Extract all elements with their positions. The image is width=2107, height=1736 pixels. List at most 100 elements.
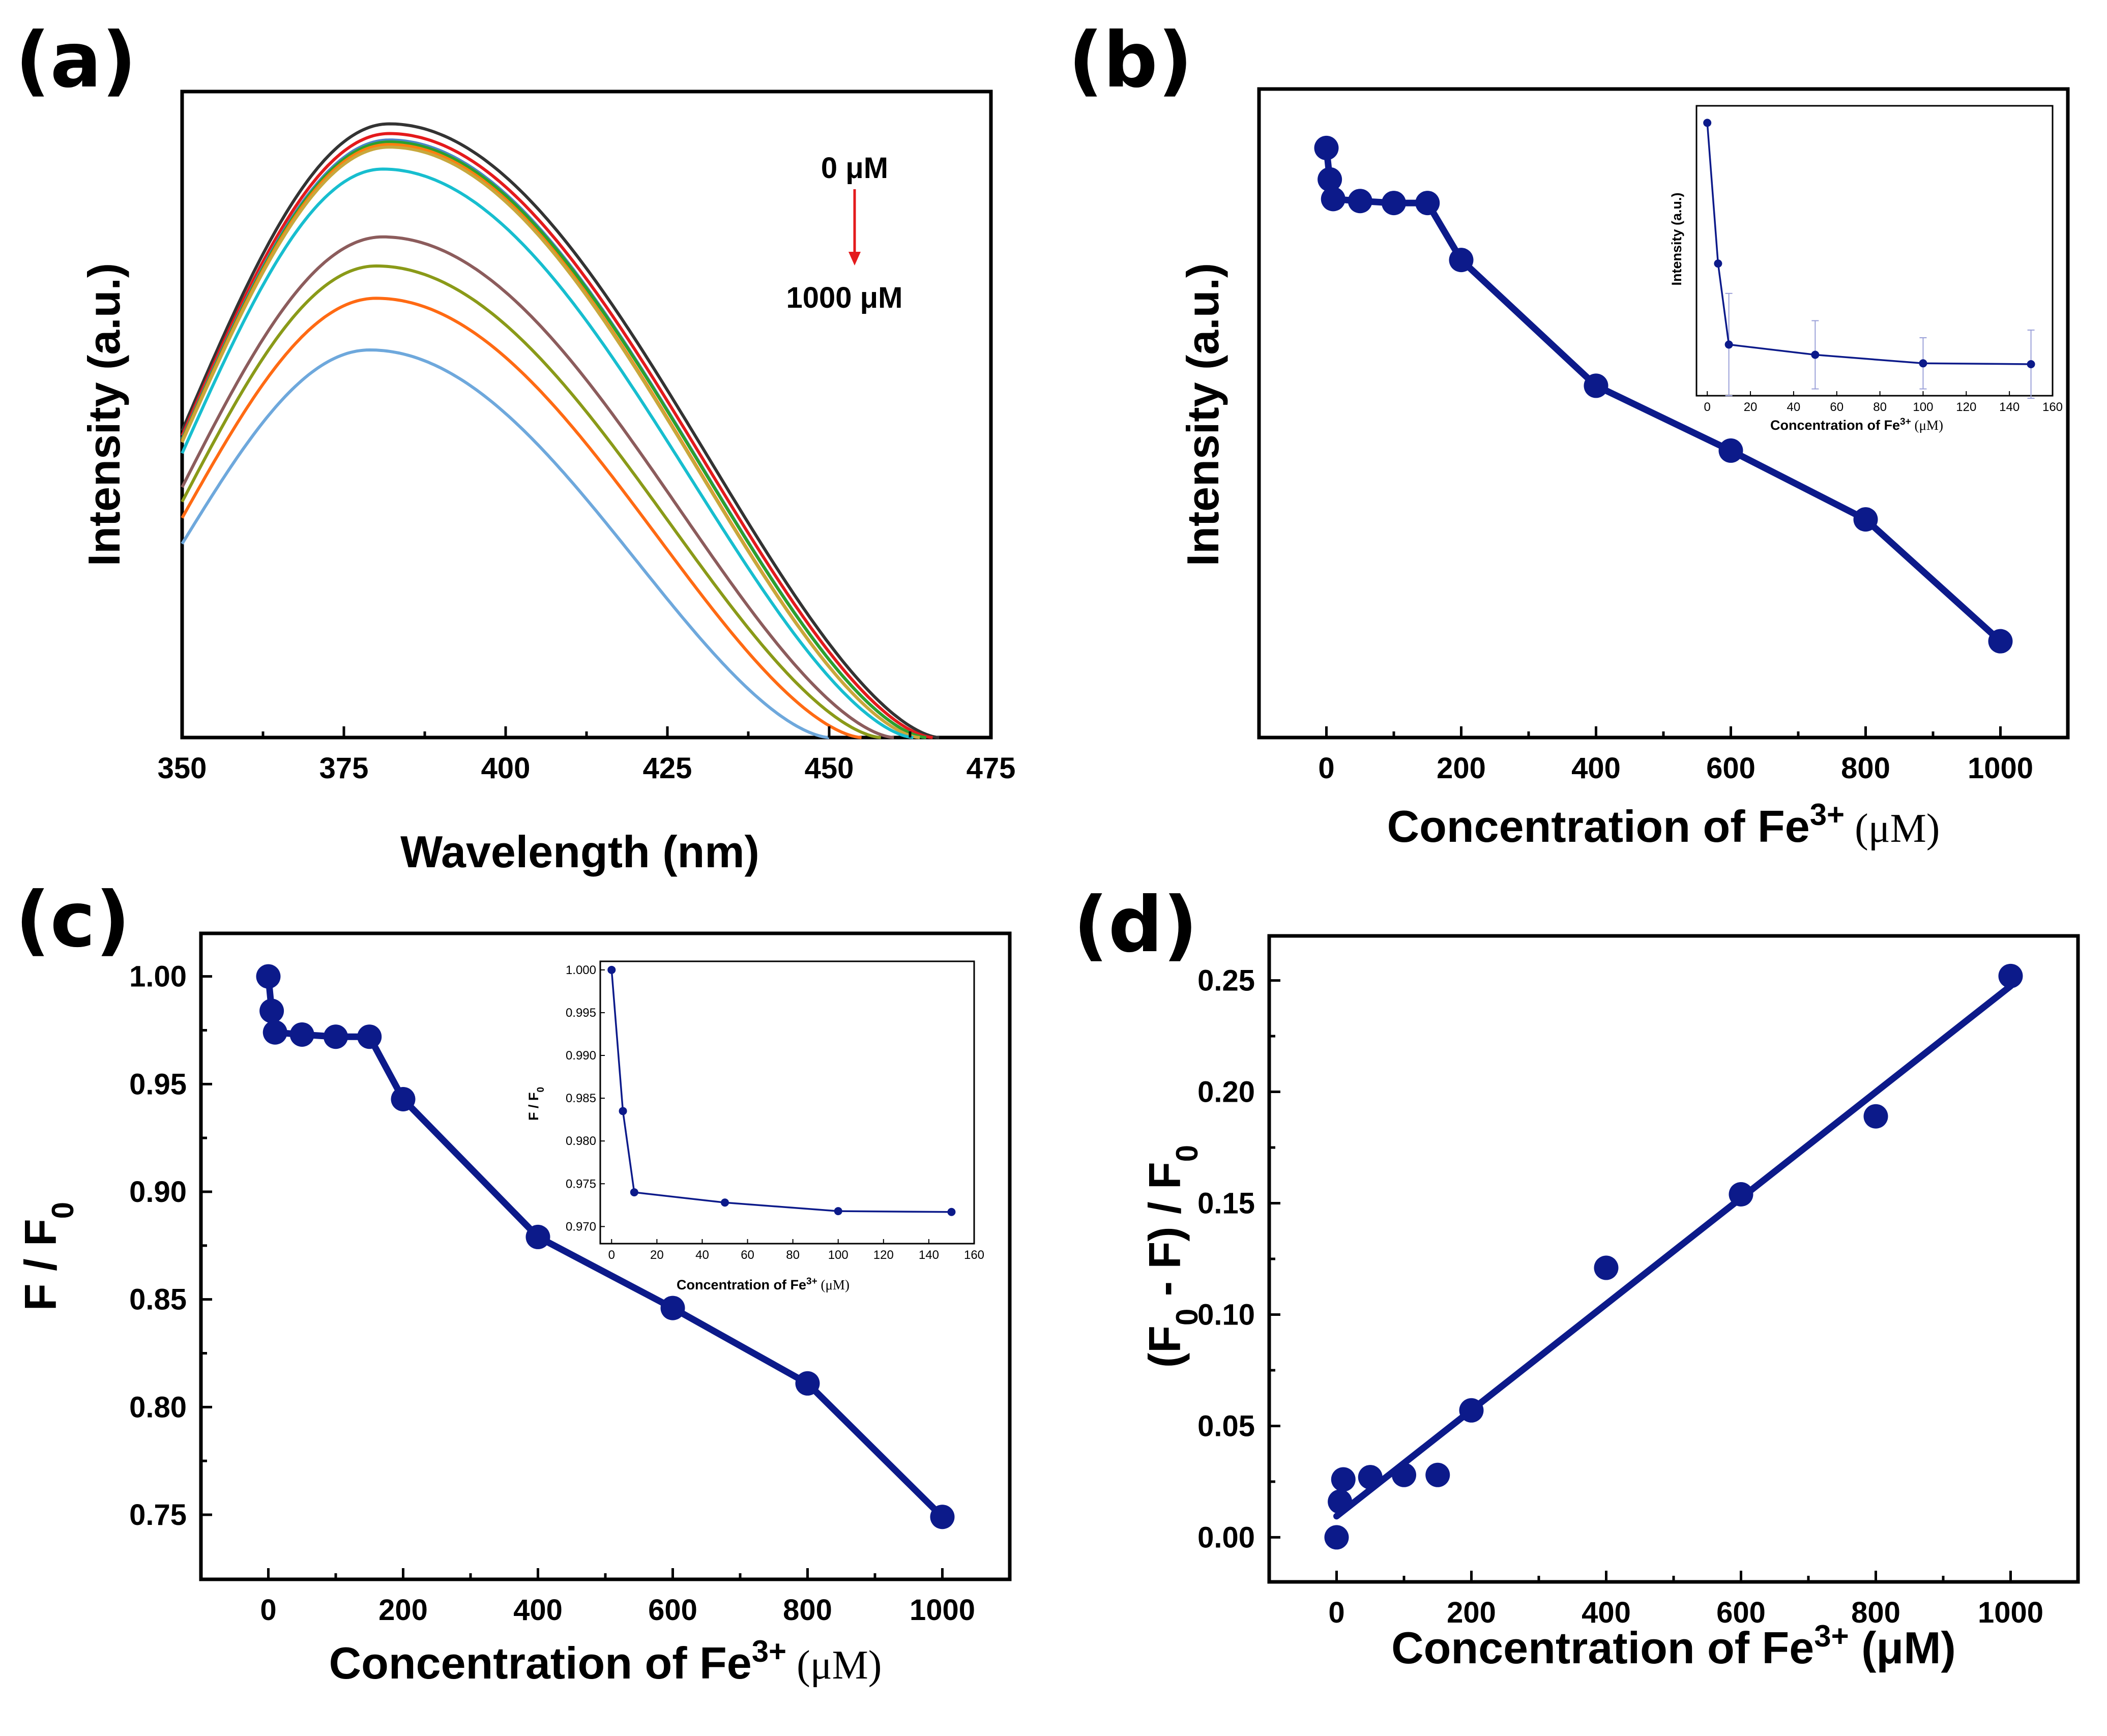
panel-c-inset-ytick-label-4: 0.990 — [566, 1049, 596, 1063]
panel-d-point-9 — [1863, 1104, 1888, 1129]
panel-c-ytick-label-2: 0.85 — [129, 1283, 187, 1316]
panel-a-curve-1 — [181, 132, 933, 739]
panel-b-xtick-label-4: 800 — [1841, 752, 1890, 785]
panel-a-curves — [181, 122, 940, 739]
panel-b-inset-xtick-label-2: 40 — [1787, 400, 1801, 414]
panel-c-inset-xtick-label-5: 100 — [828, 1248, 848, 1262]
panel-b-ylabel: Intensity (a.u.) — [1178, 263, 1228, 567]
panel-c-inset-ytick-label-1: 0.975 — [566, 1177, 596, 1191]
panel-c-ytick-label-5: 1.00 — [129, 960, 187, 993]
panel-c-ticks: 0 200 400 600 800 10000.750.800.850.900.951.0… — [129, 960, 1011, 1627]
panel-c-xlabel: Concentration of Fe3+ (μM) — [329, 1634, 882, 1689]
panel-c-inset-point-3 — [721, 1198, 729, 1207]
panel-b-ticks: 0 200 400 600 800 1000 — [1257, 726, 2069, 785]
panel-c-inset-xtick-label-3: 60 — [741, 1248, 754, 1262]
panel-d-point-3 — [1358, 1465, 1383, 1490]
panel-c-inset-ticks: 0 20 40 60 80 100 120 140 160 0.970 0.975 0.980 0.98… — [566, 963, 984, 1262]
panel-c-inset-series — [607, 965, 956, 1216]
panel-d: (d) 0 200 400 600 800 1000 0.00 0.05 0.10 0.15 0.2… — [1073, 881, 2080, 1673]
panel-d-ytick-label-3: 0.15 — [1197, 1187, 1255, 1220]
panel-b-inset-point-5 — [2027, 360, 2035, 368]
panel-d-point-5 — [1425, 1462, 1450, 1487]
panel-b-inset-point-2 — [1724, 340, 1733, 349]
panel-b-inset-xtick-label-6: 120 — [1956, 400, 1976, 414]
panel-c-inset-ytick-label-5: 0.995 — [566, 1006, 596, 1020]
panel-c-point-6 — [391, 1086, 416, 1111]
panel-d-point-2 — [1331, 1467, 1356, 1492]
panel-d-ylabel-sub-2: 0 — [1170, 1145, 1204, 1162]
panel-d-point-6 — [1459, 1398, 1484, 1423]
panel-b-point-5 — [1415, 191, 1440, 216]
panel-b: (b) 0 200 400 600 800 1000 Concentration of F… — [1068, 16, 2070, 851]
panel-b-point-6 — [1449, 248, 1474, 273]
panel-d-ylabel-sub-1: 0 — [1170, 1309, 1204, 1326]
panel-a-curve-9 — [181, 297, 862, 739]
panel-c-point-9 — [795, 1371, 820, 1396]
panel-c-point-1 — [259, 998, 284, 1023]
panel-b-inset-xlabel-sup: 3+ — [1900, 417, 1911, 427]
panel-b-xtick-label-0: 0 — [1318, 752, 1334, 785]
panel-d-ytick-label-5: 0.25 — [1197, 964, 1255, 997]
panel-d-point-1 — [1328, 1489, 1353, 1514]
panel-d-ylabel-part-2: - F) / F — [1139, 1162, 1190, 1308]
panel-d-xtick-label-4: 800 — [1851, 1596, 1900, 1629]
panel-d-xtick-label-0: 0 — [1328, 1596, 1344, 1629]
panel-b-xtick-label-2: 400 — [1571, 752, 1621, 785]
panel-b-inset-point-3 — [1811, 350, 1820, 359]
panel-b-inset-ylabel: Intensity (a.u.) — [1669, 192, 1684, 285]
panel-d-xtick-label-5: 1000 — [1978, 1596, 2043, 1629]
panel-c: (c) 0 200 400 600 800 10000.750.800.850.900.9… — [15, 876, 1012, 1689]
panel-d-xtick-label-2: 400 — [1582, 1596, 1631, 1629]
panel-c-inset-point-0 — [607, 965, 616, 974]
panel-a-xtick-label-3: 425 — [643, 752, 692, 785]
panel-b-inset-xlabel-main: Concentration of Fe — [1770, 418, 1900, 433]
panel-c-xtick-label-0: 0 — [260, 1594, 276, 1627]
panel-c-inset-xtick-label-2: 40 — [695, 1248, 709, 1262]
panel-b-point-0 — [1314, 135, 1339, 160]
panel-c-inset-ytick-label-3: 0.985 — [566, 1092, 596, 1105]
panel-d-plot-frame — [1267, 934, 2080, 1584]
panel-a-curve-7 — [181, 235, 894, 739]
panel-d-series — [1324, 963, 2023, 1550]
panel-b-inset-frame — [1695, 105, 2054, 397]
panel-a-xtick-label-4: 450 — [805, 752, 854, 785]
panel-d-ytick-label-2: 0.10 — [1197, 1298, 1255, 1331]
panel-c-inset-frame — [599, 960, 975, 1245]
panel-d-point-0 — [1324, 1525, 1349, 1550]
panel-a-xtick-label-0: 350 — [158, 752, 207, 785]
panel-c-point-3 — [289, 1022, 314, 1047]
panel-c-xlabel-main: Concentration of Fe — [329, 1638, 752, 1688]
panel-d-xlabel-sup: 3+ — [1814, 1619, 1849, 1653]
panel-c-inset-ylabel-sub: 0 — [536, 1087, 546, 1093]
panel-c-label: (c) — [15, 876, 130, 964]
panel-d-ytick-label-0: 0.00 — [1197, 1521, 1255, 1554]
panel-b-point-8 — [1718, 438, 1743, 463]
panel-b-inset-series — [1703, 119, 2035, 399]
panel-c-inset-ylabel-main: F / F — [526, 1093, 541, 1121]
panel-b-xtick-label-3: 600 — [1706, 752, 1755, 785]
panel-c-point-0 — [256, 964, 281, 989]
panel-c-inset-xtick-label-6: 120 — [873, 1248, 894, 1262]
panel-c-inset-xtick-label-0: 0 — [608, 1248, 615, 1262]
panel-c-xtick-label-3: 600 — [648, 1594, 697, 1627]
panel-b-inset-point-4 — [1919, 359, 1927, 368]
panel-c-ytick-label-4: 0.95 — [129, 1068, 187, 1101]
panel-b-xtick-label-5: 1000 — [1968, 752, 2033, 785]
panel-c-ylabel: F / F0 — [15, 1202, 80, 1311]
panel-a-ylabel: Intensity (a.u.) — [79, 263, 129, 567]
panel-d-point-4 — [1392, 1462, 1416, 1487]
panel-c-inset-point-1 — [619, 1107, 627, 1115]
panel-c-inset-point-4 — [834, 1207, 842, 1216]
panel-c-inset-ytick-label-2: 0.980 — [566, 1134, 596, 1148]
panel-d-fit-line — [1333, 983, 2014, 1520]
panel-c-point-2 — [262, 1020, 287, 1045]
panel-d-xlabel-unit: (μM) — [1849, 1623, 1956, 1673]
panel-a-legend-top: 0 μM — [821, 152, 888, 185]
panel-b-inset-xlabel-unit: (μM) — [1911, 418, 1943, 433]
panel-d-point-10 — [1998, 963, 2023, 988]
panel-c-xtick-label-4: 800 — [783, 1594, 832, 1627]
panel-b-inset-xtick-label-7: 140 — [1999, 400, 2020, 414]
panel-c-inset-xlabel-main: Concentration of Fe — [677, 1277, 806, 1292]
panel-b-point-3 — [1348, 189, 1372, 214]
panel-c-inset: 0 20 40 60 80 100 120 140 160 0.970 0.975 0.980 0.98… — [526, 960, 984, 1292]
